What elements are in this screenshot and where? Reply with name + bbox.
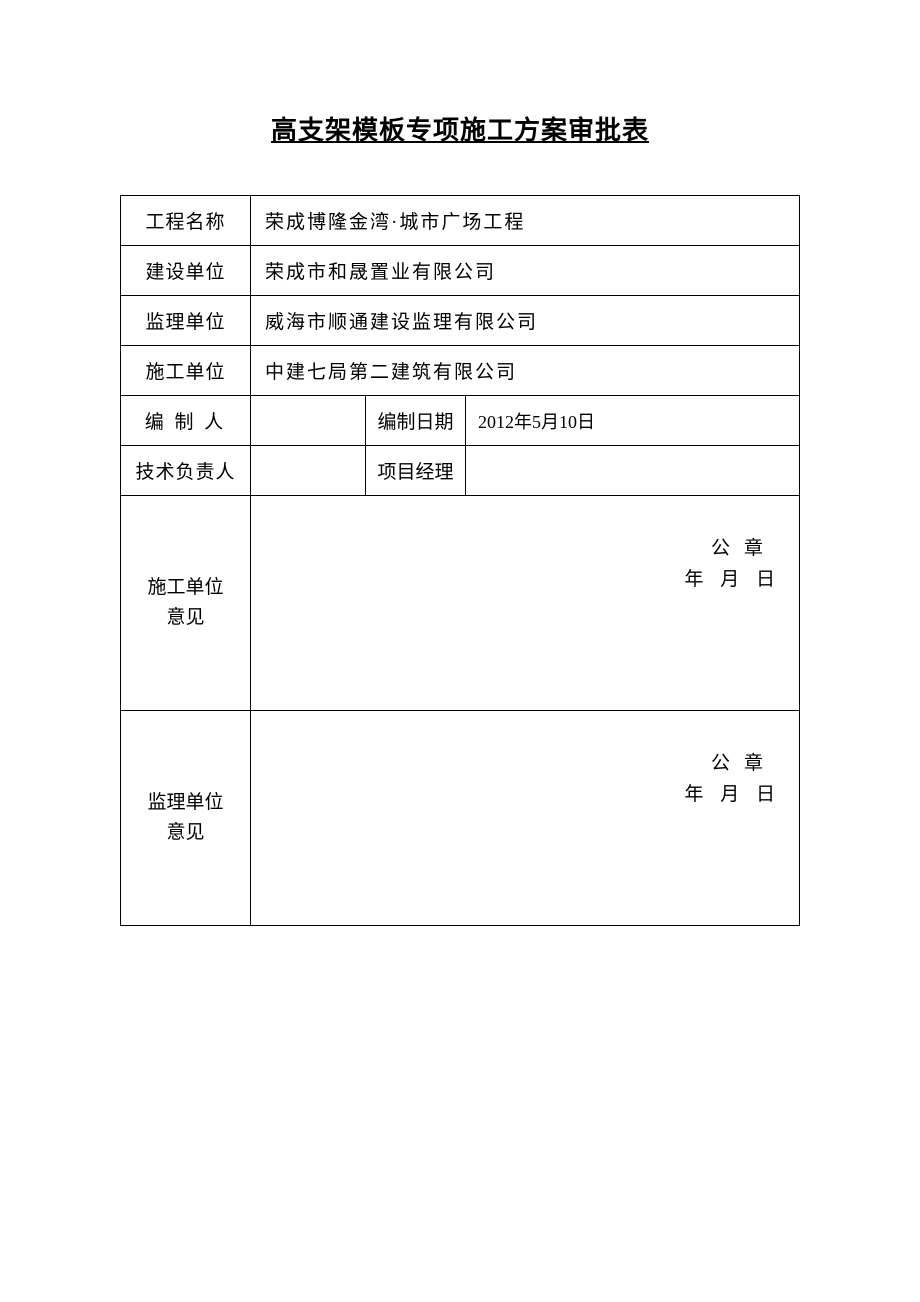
opinion-label-line: 意见 xyxy=(166,607,204,628)
opinion-label-line: 施工单位 xyxy=(147,577,223,598)
project-name-label: 工程名称 xyxy=(121,196,251,246)
opinion-label-line: 意见 xyxy=(166,822,204,843)
opinion-label-line: 监理单位 xyxy=(147,792,223,813)
table-row: 监理单位 意见 公章 年 月 日 xyxy=(121,711,800,926)
date-text: 年 月 日 xyxy=(684,780,781,810)
contractor-label: 施工单位 xyxy=(121,346,251,396)
contractor-value: 中建七局第二建筑有限公司 xyxy=(251,346,800,396)
compile-date-value: 2012年5月10日 xyxy=(466,396,800,446)
contractor-opinion-content: 公章 年 月 日 xyxy=(251,496,800,711)
compiler-value xyxy=(251,396,366,446)
compile-date-label: 编制日期 xyxy=(366,396,466,446)
table-row: 工程名称 荣成博隆金湾·城市广场工程 xyxy=(121,196,800,246)
project-name-value: 荣成博隆金湾·城市广场工程 xyxy=(251,196,800,246)
date-text: 年 月 日 xyxy=(684,565,781,595)
page-title: 高支架模板专项施工方案审批表 xyxy=(120,110,800,147)
table-row: 建设单位 荣成市和晟置业有限公司 xyxy=(121,246,800,296)
stamp-area: 公章 年 月 日 xyxy=(684,534,781,595)
table-row: 技术负责人 项目经理 xyxy=(121,446,800,496)
supervision-opinion-content: 公章 年 月 日 xyxy=(251,711,800,926)
construction-unit-label: 建设单位 xyxy=(121,246,251,296)
construction-unit-value: 荣成市和晟置业有限公司 xyxy=(251,246,800,296)
supervision-unit-label: 监理单位 xyxy=(121,296,251,346)
project-manager-value xyxy=(466,446,800,496)
table-row: 监理单位 威海市顺通建设监理有限公司 xyxy=(121,296,800,346)
approval-table: 工程名称 荣成博隆金湾·城市广场工程 建设单位 荣成市和晟置业有限公司 监理单位… xyxy=(120,195,800,926)
table-row: 施工单位 意见 公章 年 月 日 xyxy=(121,496,800,711)
stamp-text: 公章 xyxy=(684,534,781,564)
tech-lead-value xyxy=(251,446,366,496)
project-manager-label: 项目经理 xyxy=(366,446,466,496)
supervision-opinion-label: 监理单位 意见 xyxy=(121,711,251,926)
supervision-unit-value: 威海市顺通建设监理有限公司 xyxy=(251,296,800,346)
table-row: 编 制 人 编制日期 2012年5月10日 xyxy=(121,396,800,446)
stamp-area: 公章 年 月 日 xyxy=(684,749,781,810)
tech-lead-label: 技术负责人 xyxy=(121,446,251,496)
compiler-label: 编 制 人 xyxy=(121,396,251,446)
stamp-text: 公章 xyxy=(684,749,781,779)
table-row: 施工单位 中建七局第二建筑有限公司 xyxy=(121,346,800,396)
contractor-opinion-label: 施工单位 意见 xyxy=(121,496,251,711)
